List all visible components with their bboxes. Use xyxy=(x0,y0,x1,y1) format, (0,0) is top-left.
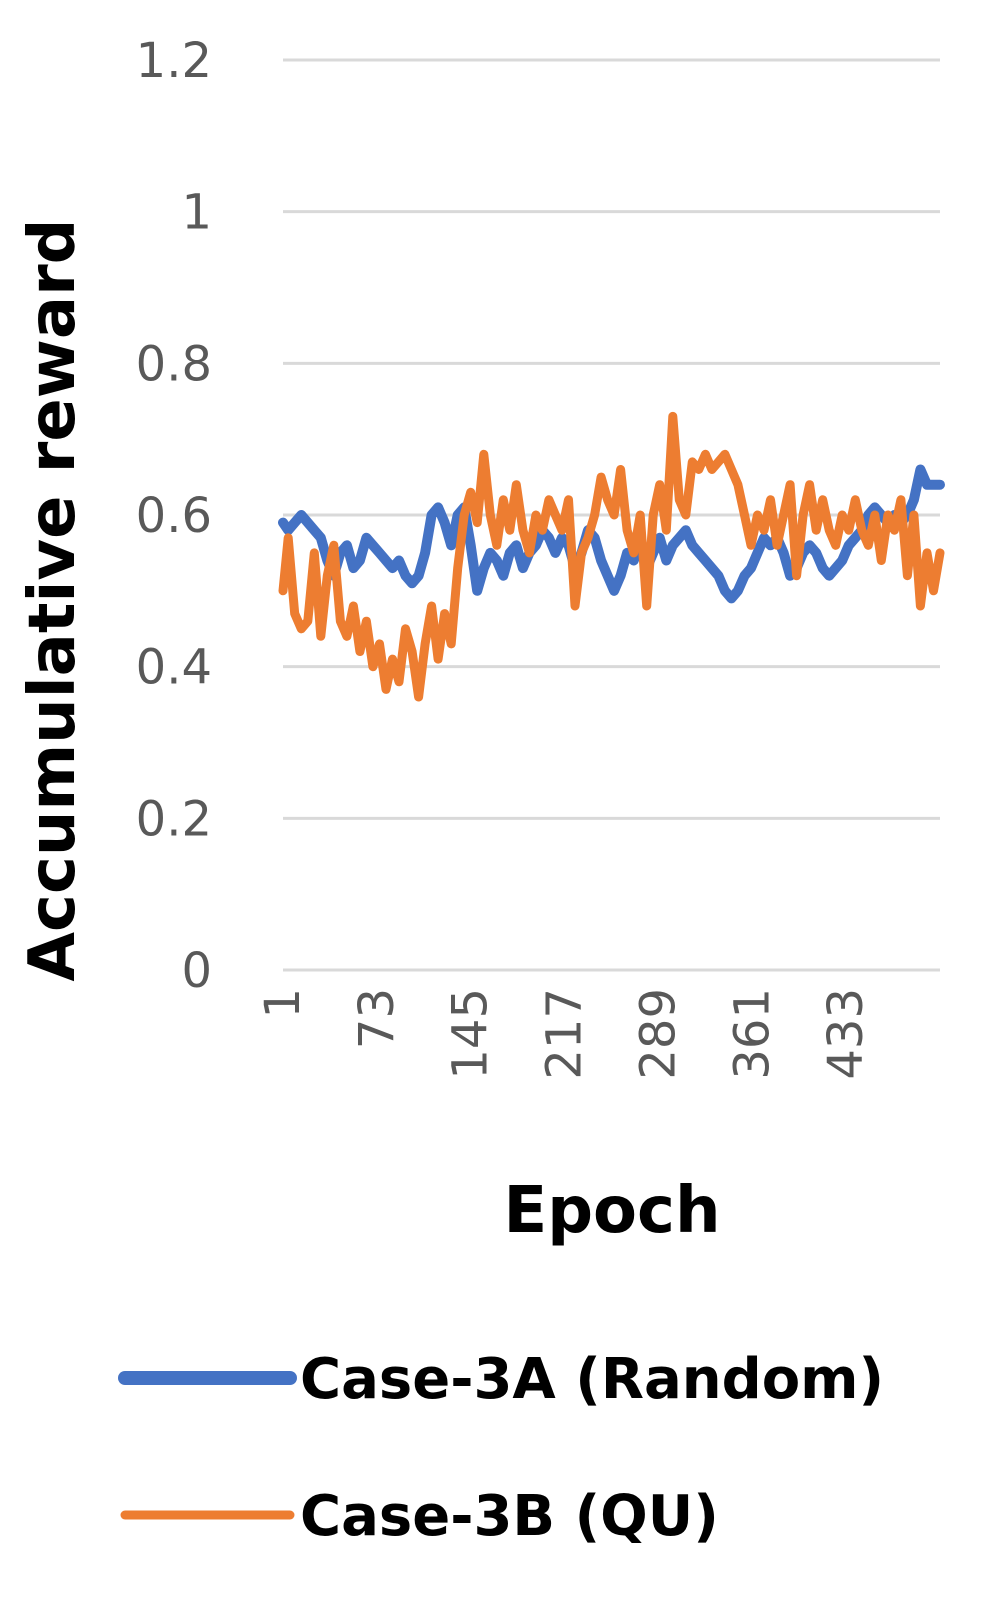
y-tick-label: 1.2 xyxy=(136,33,212,89)
series-line-1 xyxy=(278,464,945,604)
series-lines xyxy=(278,411,945,702)
x-tick-label: 1 xyxy=(255,988,311,1019)
x-tick-label: 361 xyxy=(724,988,780,1080)
x-axis-title: Epoch xyxy=(504,1174,721,1248)
x-tick-label: 433 xyxy=(818,988,874,1080)
y-tick-label: 0.4 xyxy=(136,640,212,696)
y-axis-title: Accumulative reward xyxy=(16,219,90,982)
x-tick-label: 145 xyxy=(443,988,499,1080)
y-tick-label: 1 xyxy=(181,185,212,241)
x-tick-label: 217 xyxy=(537,988,593,1080)
legend-label: Case-3A (Random) xyxy=(300,1347,884,1412)
y-tick-label: 0 xyxy=(181,943,212,999)
x-tick-label: 289 xyxy=(630,988,686,1080)
x-axis-ticks: 1 73 145 217 289 361 433 xyxy=(255,988,874,1080)
series-line-2 xyxy=(278,411,945,702)
x-tick-label: 73 xyxy=(349,988,405,1049)
legend: Case-3A (Random) Case-3B (QU) xyxy=(118,1347,884,1549)
y-tick-label: 0.6 xyxy=(136,488,212,544)
y-tick-label: 0.2 xyxy=(136,791,212,847)
y-axis-ticks: 0 0.2 0.4 0.6 0.8 1 1.2 xyxy=(136,33,212,999)
legend-label: Case-3B (QU) xyxy=(300,1484,719,1549)
y-tick-label: 0.8 xyxy=(136,336,212,392)
